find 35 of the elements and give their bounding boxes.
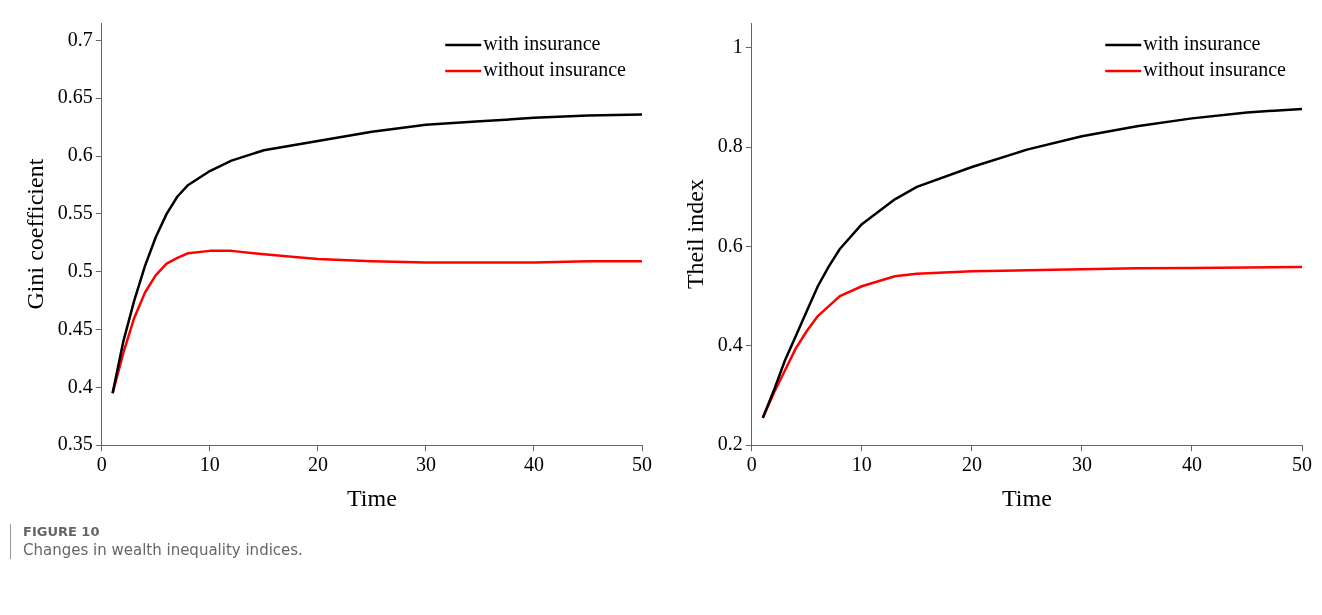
y-tick-label: 0.45	[57, 316, 93, 339]
y-tick-label: 0.8	[717, 134, 743, 157]
legend-label: with insurance	[1143, 32, 1261, 55]
y-tick-label: 0.5	[67, 258, 93, 281]
y-tick-label: 0.55	[57, 201, 93, 224]
y-tick-label: 0.65	[57, 85, 93, 108]
x-tick-label: 50	[1292, 453, 1312, 476]
x-axis-title: Time	[1001, 484, 1052, 511]
y-tick-label: 0.4	[717, 333, 743, 356]
x-tick-label: 20	[307, 453, 328, 476]
x-tick-label: 10	[199, 453, 220, 476]
x-tick-label: 40	[523, 453, 544, 476]
x-axis-title: Time	[346, 484, 397, 511]
x-tick-label: 30	[415, 453, 436, 476]
x-tick-label: 0	[746, 453, 757, 476]
y-axis-title: Gini coefficient	[21, 158, 48, 310]
y-tick-label: 0.7	[67, 27, 93, 50]
x-tick-label: 50	[632, 453, 652, 476]
x-tick-label: 0	[96, 453, 107, 476]
y-tick-label: 0.35	[57, 432, 93, 455]
x-tick-label: 10	[851, 453, 872, 476]
y-tick-label: 0.6	[717, 233, 743, 256]
y-tick-label: 0.6	[67, 143, 93, 166]
caption: FIGURE 10	[23, 524, 101, 539]
y-axis-title: Theil index	[681, 179, 708, 290]
legend-label: without insurance	[483, 58, 627, 81]
legend-label: without insurance	[1143, 58, 1287, 81]
x-tick-label: 30	[1071, 453, 1092, 476]
x-tick-label: 20	[961, 453, 982, 476]
legend-label: with insurance	[483, 32, 601, 55]
y-tick-label: 0.2	[717, 432, 743, 455]
x-tick-label: 40	[1181, 453, 1202, 476]
y-tick-label: 0.4	[67, 374, 93, 397]
y-tick-label: 1	[732, 35, 743, 58]
text: Changes in wealth inequality indices.	[23, 541, 304, 559]
